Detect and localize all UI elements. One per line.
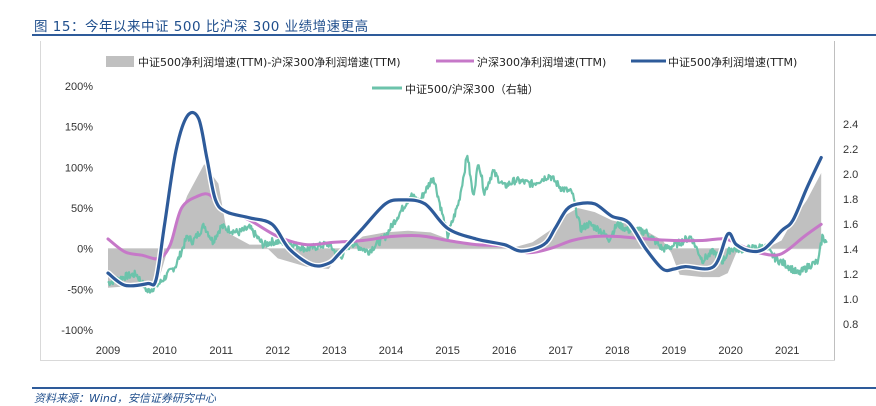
legend-label-ratio: 中证500/沪深300（右轴） — [405, 82, 539, 96]
y2-tick-label: 2.0 — [843, 169, 858, 181]
y-tick-label: 200% — [65, 81, 93, 93]
chart-frame-right — [834, 41, 835, 361]
y2-tick-label: 2.4 — [843, 119, 858, 131]
x-tick-label: 2009 — [96, 345, 120, 357]
legend-swatch-spread — [106, 56, 134, 67]
y-tick-label: -100% — [61, 325, 93, 337]
x-tick-label: 2013 — [322, 345, 346, 357]
y-tick-label: 0% — [77, 244, 93, 256]
chart-frame-left — [40, 41, 41, 361]
x-tick-label: 2020 — [718, 345, 742, 357]
y2-tick-label: 1.2 — [843, 269, 858, 281]
x-tick-label: 2017 — [549, 345, 573, 357]
area-spread — [108, 164, 822, 288]
x-tick-label: 2011 — [209, 345, 233, 357]
y2-tick-label: 0.8 — [843, 319, 858, 331]
y-axis-left: -100% -50% 0% 50% 100% 150% 200% — [61, 81, 93, 337]
y2-tick-label: 2.2 — [843, 144, 858, 156]
legend-label-spread: 中证500净利润增速(TTM)-沪深300净利润增速(TTM) — [138, 55, 401, 69]
x-tick-label: 2018 — [605, 345, 629, 357]
figure-title: 图 15：今年以来中证 500 比沪深 300 业绩增速更高 — [34, 19, 369, 35]
y-tick-label: -50% — [67, 284, 93, 296]
x-tick-label: 2016 — [492, 345, 516, 357]
y2-tick-label: 1.6 — [843, 219, 858, 231]
y2-tick-label: 1.8 — [843, 194, 858, 206]
y-axis-right: 0.8 1.0 1.2 1.4 1.6 1.8 2.0 2.2 2.4 — [843, 119, 858, 331]
plot-area — [105, 109, 828, 294]
x-tick-label: 2012 — [266, 345, 290, 357]
y2-tick-label: 1.4 — [843, 244, 858, 256]
y-tick-label: 50% — [71, 203, 93, 215]
legend-label-hs300: 沪深300净利润增速(TTM) — [477, 55, 606, 69]
chart-frame-bottom — [40, 360, 835, 361]
y-tick-label: 100% — [65, 162, 93, 174]
legend-label-csi500: 中证500净利润增速(TTM) — [668, 55, 797, 69]
legend: 中证500净利润增速(TTM)-沪深300净利润增速(TTM) 沪深300净利润… — [106, 55, 797, 96]
source-note: 资料来源：Wind，安信证券研究中心 — [34, 392, 216, 405]
source-rule — [32, 387, 876, 389]
line-csi500-growth — [106, 110, 823, 288]
x-tick-label: 2021 — [775, 345, 799, 357]
y2-tick-label: 1.0 — [843, 294, 858, 306]
x-tick-label: 2015 — [435, 345, 459, 357]
x-tick-label: 2010 — [152, 345, 176, 357]
y-tick-label: 150% — [65, 122, 93, 134]
title-rule — [32, 34, 876, 36]
x-tick-label: 2014 — [379, 345, 403, 357]
line-ratio — [107, 154, 828, 294]
x-tick-label: 2019 — [662, 345, 686, 357]
x-axis: 2009 2010 2011 2012 2013 2014 2015 2016 2017 2018… — [96, 345, 800, 357]
